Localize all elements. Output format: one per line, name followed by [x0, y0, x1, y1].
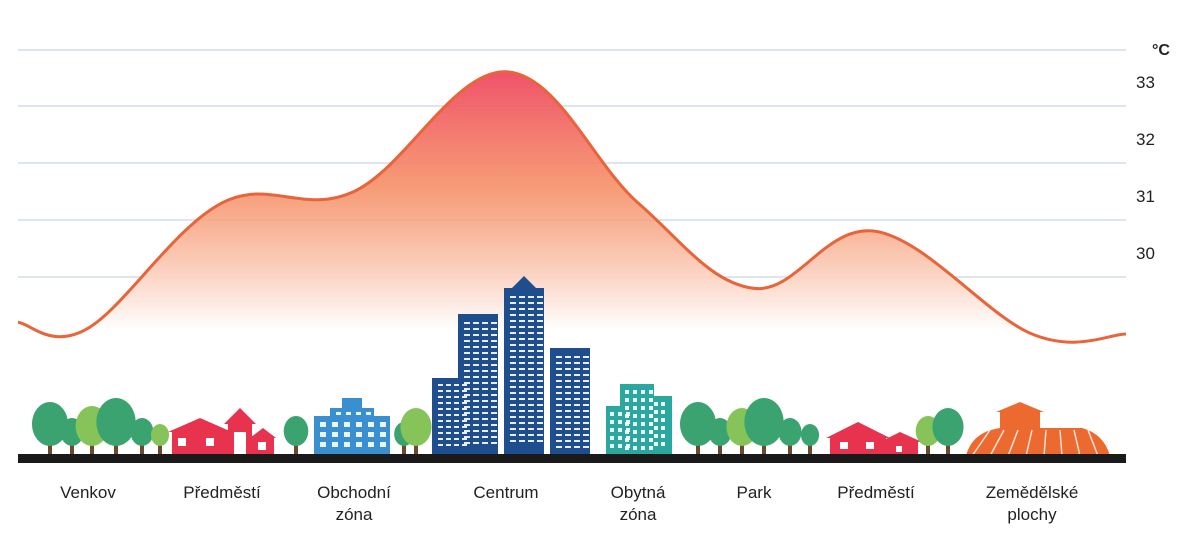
farmland-icon — [966, 402, 1110, 457]
houses-suburb-2 — [826, 422, 922, 456]
tree-icon — [96, 398, 136, 456]
city-illustration — [31, 276, 1110, 457]
y-axis-unit: °C — [1152, 42, 1170, 59]
category-label-line1: Venkov — [60, 483, 116, 502]
house-icon — [168, 408, 276, 456]
tree-icon — [744, 398, 784, 456]
category-label-line1: Zemědělské — [985, 483, 1079, 502]
skyscrapers-icon — [432, 276, 590, 456]
trees-park — [679, 398, 820, 456]
tree-icon — [679, 402, 717, 456]
houses-suburb-1 — [168, 408, 276, 456]
category-label: Park — [689, 482, 819, 504]
category-label-line2: zóna — [335, 505, 373, 524]
y-tick-label: 32 — [1136, 130, 1155, 149]
temperature-line — [17, 70, 1127, 344]
category-label-line2: plochy — [1007, 505, 1057, 524]
y-tick-label: 30 — [1136, 244, 1155, 263]
tree-icon — [778, 418, 802, 456]
tree-icon — [800, 424, 820, 456]
house-icon — [826, 422, 922, 456]
category-label-line1: Obchodní — [317, 483, 391, 502]
category-label-line1: Centrum — [473, 483, 539, 502]
trees-commercial — [283, 408, 432, 456]
temperature-area — [18, 71, 1126, 455]
tree-icon — [400, 408, 432, 456]
y-tick-label: 33 — [1136, 73, 1155, 92]
tree-icon — [31, 402, 69, 456]
category-label-line1: Předměstí — [183, 483, 261, 502]
ground-line — [18, 454, 1126, 463]
residential-building-icon — [606, 384, 672, 456]
tree-icon — [150, 424, 170, 456]
tree-icon — [932, 408, 964, 456]
category-label: Obytná zóna — [573, 482, 703, 526]
office-building-icon — [314, 398, 390, 456]
category-label-line1: Předměstí — [837, 483, 915, 502]
tree-icon — [708, 418, 732, 456]
trees-suburb-2 — [915, 408, 964, 456]
category-label: Centrum — [441, 482, 571, 504]
tree-icon — [130, 418, 154, 456]
category-label: Zemědělské plochy — [967, 482, 1097, 526]
y-axis: °C 30 31 32 33 — [1136, 42, 1170, 263]
category-label-line1: Park — [736, 483, 772, 502]
tree-icon — [283, 416, 309, 456]
category-label: Předměstí — [157, 482, 287, 504]
trees-venkov — [31, 398, 170, 456]
category-label: Předměstí — [811, 482, 941, 504]
category-label: Venkov — [23, 482, 153, 504]
category-label: Obchodní zóna — [289, 482, 419, 526]
category-label-line1: Obytná — [610, 483, 666, 502]
y-tick-label: 31 — [1136, 187, 1155, 206]
category-label-line2: zóna — [619, 505, 657, 524]
